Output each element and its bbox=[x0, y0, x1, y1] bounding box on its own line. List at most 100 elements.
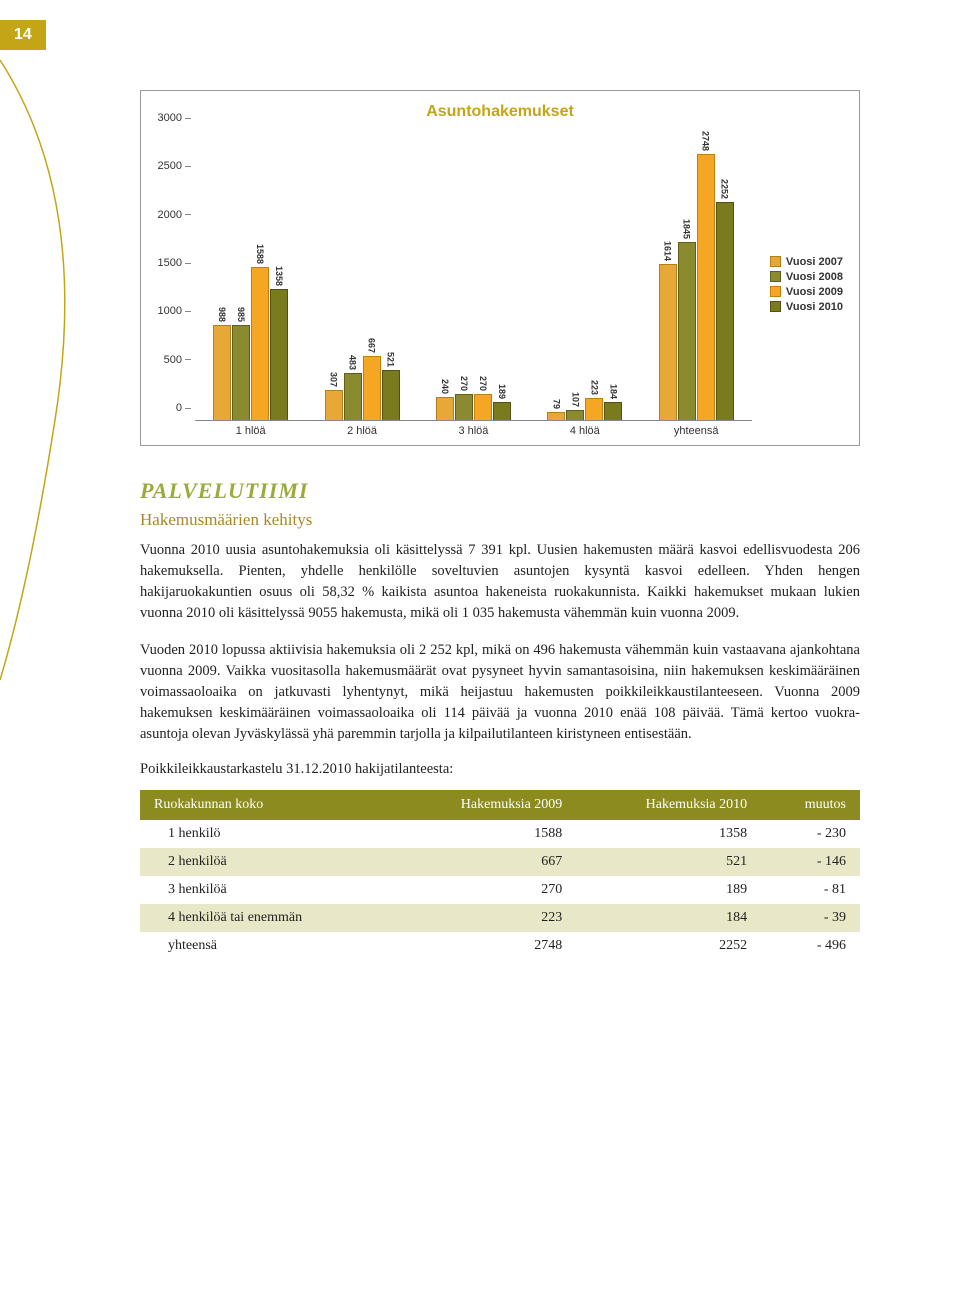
table-cell: 2748 bbox=[391, 932, 576, 960]
bar-value-label: 270 bbox=[459, 376, 469, 391]
bar: 1614 bbox=[659, 264, 677, 420]
table-cell: 1588 bbox=[391, 820, 576, 848]
chart-plot: 050010001500200025003000 988985158813583… bbox=[195, 131, 752, 421]
x-axis-label: 2 hlöä bbox=[322, 425, 402, 437]
legend-label: Vuosi 2010 bbox=[786, 301, 843, 313]
table-caption: Poikkileikkaustarkastelu 31.12.2010 haki… bbox=[140, 761, 860, 778]
y-tick-label: 1500 bbox=[158, 257, 191, 269]
y-tick-label: 3000 bbox=[158, 112, 191, 124]
x-axis-label: yhteensä bbox=[656, 425, 736, 437]
bar-value-label: 107 bbox=[570, 392, 580, 407]
table-cell: 189 bbox=[576, 876, 761, 904]
bar: 270 bbox=[455, 394, 473, 420]
x-axis-labels: 1 hlöä 2 hlöä 3 hlöä 4 hlöä yhteensä bbox=[195, 425, 752, 437]
bar: 1588 bbox=[251, 267, 269, 421]
table-cell: 667 bbox=[391, 848, 576, 876]
table-header-cell: Hakemuksia 2009 bbox=[391, 790, 576, 820]
x-axis-label: 3 hlöä bbox=[433, 425, 513, 437]
bar-value-label: 270 bbox=[478, 376, 488, 391]
bar-value-label: 307 bbox=[329, 372, 339, 387]
data-table: Ruokakunnan koko Hakemuksia 2009 Hakemuk… bbox=[140, 790, 860, 960]
bar-value-label: 1614 bbox=[663, 241, 673, 261]
paragraph-1: Vuonna 2010 uusia asuntohakemuksia oli k… bbox=[140, 540, 860, 624]
bar: 2252 bbox=[716, 202, 734, 420]
table-cell: 521 bbox=[576, 848, 761, 876]
table-cell: - 81 bbox=[761, 876, 860, 904]
bars-area: 9889851588135830748366752124027027018979… bbox=[195, 131, 752, 420]
y-tick-label: 0 bbox=[176, 402, 191, 414]
chart-container: Asuntohakemukset 0 500 1000 1500 2000 2500 300… bbox=[140, 90, 860, 446]
chart-area: 050010001500200025003000 988985158813583… bbox=[157, 131, 843, 437]
table-cell: 2252 bbox=[576, 932, 761, 960]
bar-value-label: 483 bbox=[348, 355, 358, 370]
y-tick-label: 2500 bbox=[158, 160, 191, 172]
y-tick-label: 500 bbox=[164, 354, 191, 366]
bar-group: 1614184527482252 bbox=[658, 154, 734, 420]
x-axis-label: 1 hlöä bbox=[211, 425, 291, 437]
bar: 189 bbox=[493, 402, 511, 420]
y-tick-label: 1000 bbox=[158, 305, 191, 317]
bar-value-label: 985 bbox=[236, 307, 246, 322]
table-row: 3 henkilöä270189- 81 bbox=[140, 876, 860, 904]
bar-value-label: 1358 bbox=[274, 266, 284, 286]
table-cell: - 39 bbox=[761, 904, 860, 932]
legend-swatch bbox=[770, 301, 781, 312]
bar-group: 79107223184 bbox=[547, 398, 623, 420]
paragraph-2: Vuoden 2010 lopussa aktiivisia hakemuksi… bbox=[140, 640, 860, 745]
table-cell: 3 henkilöä bbox=[140, 876, 391, 904]
legend-label: Vuosi 2007 bbox=[786, 256, 843, 268]
legend-label: Vuosi 2008 bbox=[786, 271, 843, 283]
bar: 667 bbox=[363, 356, 381, 420]
bar: 240 bbox=[436, 397, 454, 420]
bar-value-label: 667 bbox=[367, 338, 377, 353]
bar: 79 bbox=[547, 412, 565, 420]
bar: 483 bbox=[344, 373, 362, 420]
legend-item: Vuosi 2007 bbox=[770, 256, 843, 268]
section-title: PALVELUTIIMI bbox=[140, 478, 860, 504]
bar-group: 307483667521 bbox=[324, 356, 400, 420]
bar: 985 bbox=[232, 325, 250, 420]
bar-value-label: 184 bbox=[608, 384, 618, 399]
table-header-row: Ruokakunnan koko Hakemuksia 2009 Hakemuk… bbox=[140, 790, 860, 820]
bar: 988 bbox=[213, 325, 231, 421]
bar-value-label: 988 bbox=[217, 306, 227, 321]
table-cell: 223 bbox=[391, 904, 576, 932]
chart-legend: Vuosi 2007 Vuosi 2008 Vuosi 2009 Vuosi 2010 bbox=[770, 131, 843, 437]
table-cell: - 496 bbox=[761, 932, 860, 960]
bar-value-label: 79 bbox=[551, 399, 561, 409]
bar: 1845 bbox=[678, 242, 696, 420]
table-row: 1 henkilö15881358- 230 bbox=[140, 820, 860, 848]
bar: 307 bbox=[325, 390, 343, 420]
bar: 184 bbox=[604, 402, 622, 420]
table-header-cell: Ruokakunnan koko bbox=[140, 790, 391, 820]
bar-value-label: 1588 bbox=[255, 243, 265, 263]
table-header-cell: Hakemuksia 2010 bbox=[576, 790, 761, 820]
bar: 2748 bbox=[697, 154, 715, 420]
y-tick-label: 2000 bbox=[158, 209, 191, 221]
x-axis-label: 4 hlöä bbox=[545, 425, 625, 437]
bar-value-label: 1845 bbox=[682, 219, 692, 239]
legend-label: Vuosi 2009 bbox=[786, 286, 843, 298]
table-header-cell: muutos bbox=[761, 790, 860, 820]
table-cell: 1358 bbox=[576, 820, 761, 848]
subtitle: Hakemusmäärien kehitys bbox=[140, 510, 860, 530]
bar-value-label: 223 bbox=[589, 380, 599, 395]
legend-item: Vuosi 2009 bbox=[770, 286, 843, 298]
table-cell: 2 henkilöä bbox=[140, 848, 391, 876]
table-cell: - 146 bbox=[761, 848, 860, 876]
bar-group: 98898515881358 bbox=[213, 267, 289, 421]
legend-item: Vuosi 2008 bbox=[770, 271, 843, 283]
table-row: yhteensä27482252- 496 bbox=[140, 932, 860, 960]
legend-swatch bbox=[770, 271, 781, 282]
table-cell: 270 bbox=[391, 876, 576, 904]
table-cell: 4 henkilöä tai enemmän bbox=[140, 904, 391, 932]
table-cell: 184 bbox=[576, 904, 761, 932]
legend-swatch bbox=[770, 256, 781, 267]
bar-value-label: 189 bbox=[497, 384, 507, 399]
chart-title: Asuntohakemukset bbox=[157, 103, 843, 121]
bar-group: 240270270189 bbox=[435, 394, 511, 420]
bar-value-label: 2748 bbox=[701, 131, 711, 151]
legend-item: Vuosi 2010 bbox=[770, 301, 843, 313]
bar: 270 bbox=[474, 394, 492, 420]
table-row: 4 henkilöä tai enemmän223184- 39 bbox=[140, 904, 860, 932]
